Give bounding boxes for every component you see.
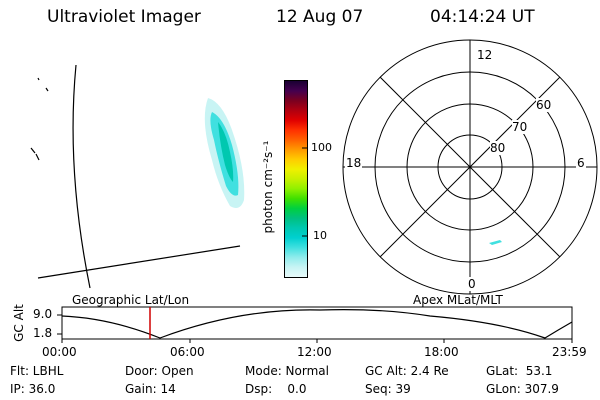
gcalt-value: GC Alt: 2.4 Re (365, 364, 449, 378)
mlt-label-18: 18 (345, 156, 363, 170)
title: Ultraviolet Imager (47, 7, 201, 27)
time: 04:14:24 UT (430, 7, 535, 27)
lat-label-60: 60 (536, 98, 552, 112)
altitude-ytick-1: 1.8 (33, 326, 53, 340)
glat-value: GLat: 53.1 (486, 364, 553, 378)
seq-value: Seq: 39 (365, 382, 411, 396)
colorbar-tick-100: 100 (311, 141, 332, 154)
apex-aurora-spot (489, 240, 502, 245)
xtick-1200: 12:00 (297, 345, 332, 359)
gain-value: Gain: 14 (125, 382, 176, 396)
door-value: Door: Open (125, 364, 194, 378)
mlt-label-12: 12 (476, 48, 494, 62)
ip-value: IP: 36.0 (10, 382, 56, 396)
glon-value: GLon: 307.9 (486, 382, 559, 396)
altitude-ytick-9: 9.0 (33, 307, 53, 321)
date: 12 Aug 07 (276, 7, 364, 27)
colorbar-tick-10: 10 (313, 229, 327, 242)
geo-panel-label: Geographic Lat/Lon (72, 293, 190, 307)
altitude-ylabel: GC Alt (12, 304, 26, 342)
flt-value: Flt: LBHL (10, 364, 64, 378)
xtick-0600: 06:00 (170, 345, 205, 359)
altitude-curve (61, 309, 573, 339)
mode-value: Mode: Normal (245, 364, 329, 378)
apex-panel-label: Apex MLat/MLT (413, 293, 503, 307)
colorbar (284, 80, 308, 278)
xtick-0000: 00:00 (42, 345, 77, 359)
xtick-1800: 18:00 (424, 345, 459, 359)
mlt-label-6: 6 (576, 156, 586, 170)
xtick-2359: 23:59 (552, 345, 587, 359)
mlt-label-0: 0 (467, 277, 477, 291)
lat-label-70: 70 (512, 120, 528, 134)
lat-label-80: 80 (490, 141, 506, 155)
dsp-value: Dsp: 0.0 (245, 382, 307, 396)
